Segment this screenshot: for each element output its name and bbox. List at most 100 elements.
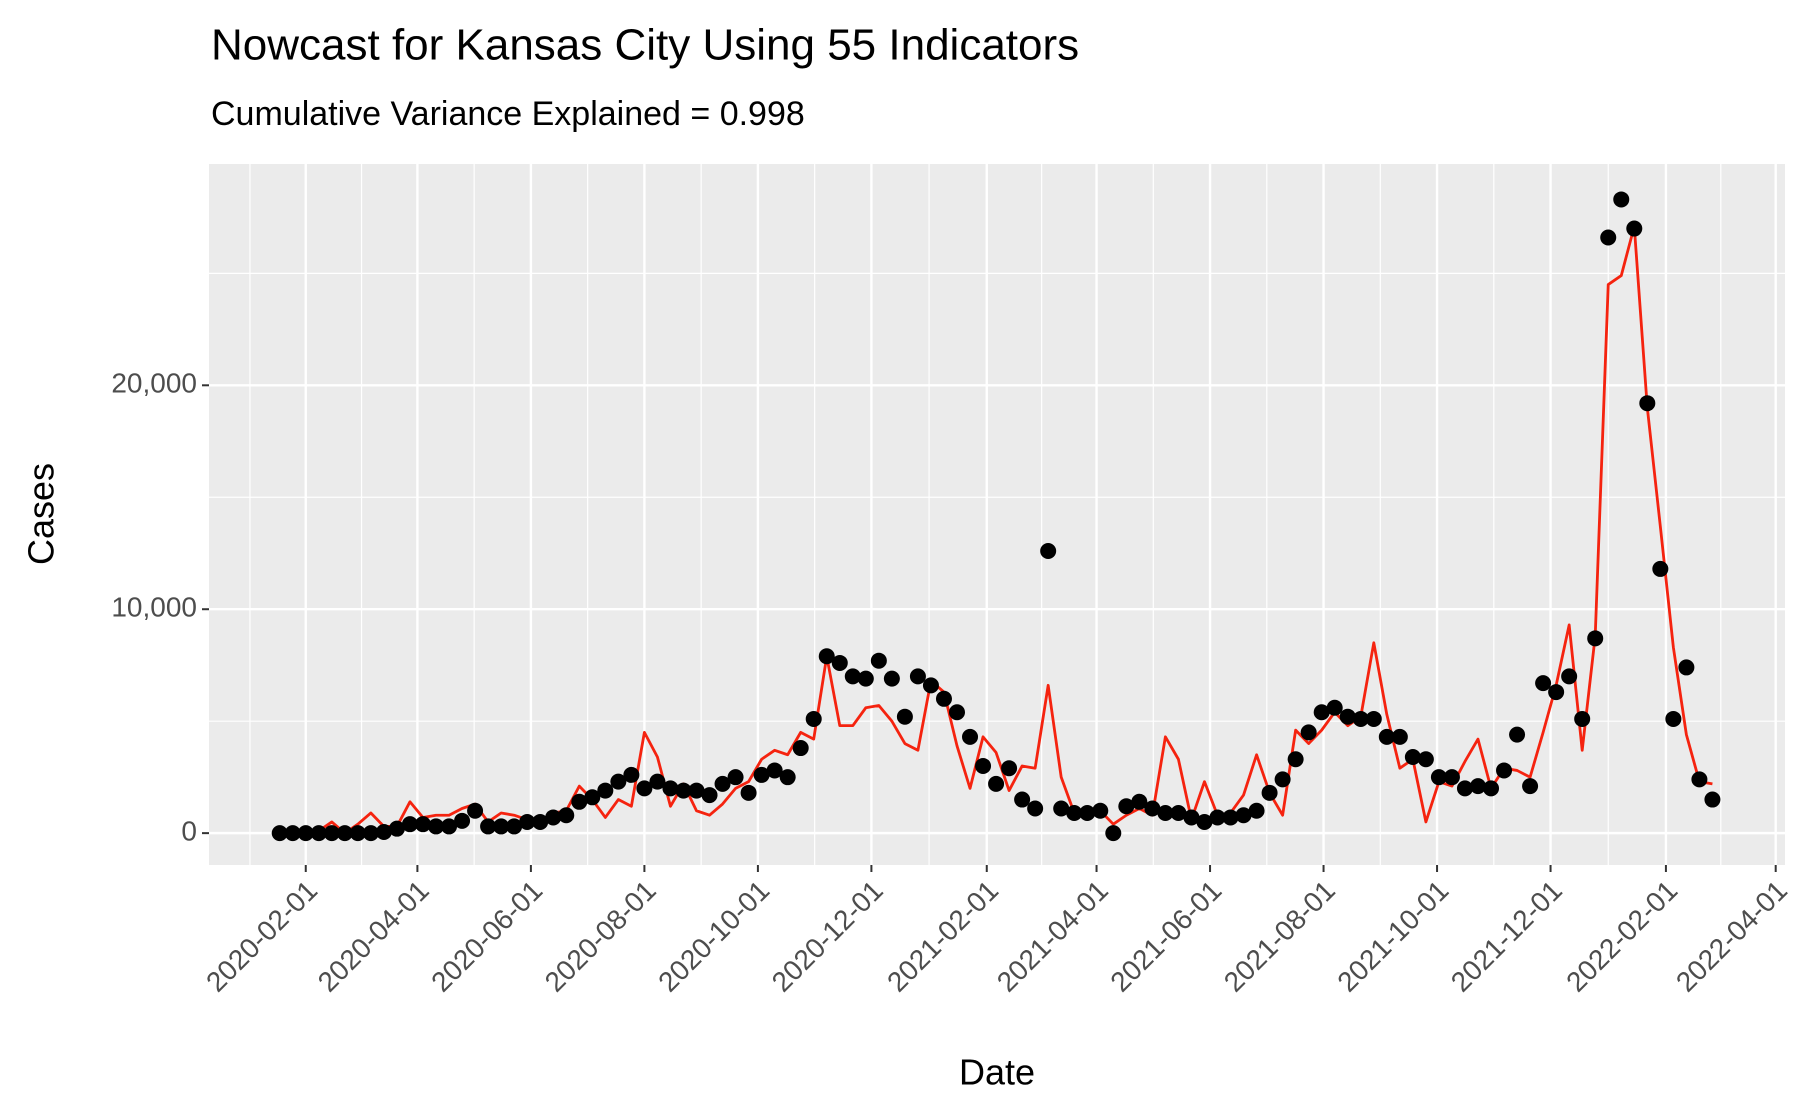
observed-point	[1313, 704, 1330, 721]
observed-point	[935, 690, 952, 707]
observed-point	[1561, 668, 1578, 685]
observed-point	[454, 812, 471, 829]
observed-point	[1456, 780, 1473, 797]
observed-point	[1326, 699, 1343, 716]
observed-point	[896, 708, 913, 725]
observed-point	[831, 654, 848, 671]
observed-point	[493, 818, 510, 835]
x-tick-label: 2021-06-01	[1104, 875, 1227, 998]
observed-point	[297, 825, 314, 842]
observed-point	[545, 809, 562, 826]
observed-point	[519, 813, 536, 830]
observed-point	[610, 773, 627, 790]
observed-point	[844, 668, 861, 685]
x-tick-label: 2020-06-01	[425, 875, 548, 998]
observed-point	[1079, 804, 1096, 821]
observed-point	[727, 769, 744, 786]
observed-point	[1496, 762, 1513, 779]
observed-point	[1430, 769, 1447, 786]
observed-point	[688, 782, 705, 799]
observed-point	[1678, 659, 1695, 676]
observed-point	[1066, 804, 1083, 821]
observed-point	[792, 740, 809, 757]
observed-point	[428, 818, 445, 835]
observed-point	[649, 773, 666, 790]
observed-point	[948, 704, 965, 721]
observed-point	[1287, 751, 1304, 768]
observed-point	[362, 825, 379, 842]
observed-point	[1548, 684, 1565, 701]
observed-point	[1105, 825, 1122, 842]
y-tick-label: 20,000	[111, 368, 197, 399]
observed-point	[1704, 791, 1721, 808]
nowcast-line	[279, 224, 1713, 835]
observed-point	[753, 766, 770, 783]
observed-point	[1157, 804, 1174, 821]
x-tick-label: 2020-12-01	[766, 875, 889, 998]
observed-point	[962, 728, 979, 745]
observed-point	[909, 668, 926, 685]
observed-point	[1261, 784, 1278, 801]
observed-point	[1469, 778, 1486, 795]
observed-point	[1535, 675, 1552, 692]
observed-point	[323, 825, 340, 842]
observed-point	[1118, 798, 1135, 815]
observed-point	[779, 769, 796, 786]
observed-point	[805, 710, 822, 727]
observed-point	[1144, 800, 1161, 817]
observed-point	[1170, 804, 1187, 821]
observed-point	[870, 652, 887, 669]
observed-point	[740, 784, 757, 801]
x-tick-label: 2020-08-01	[539, 875, 662, 998]
plot-panel	[209, 164, 1785, 865]
observed-point	[1574, 710, 1591, 727]
observed-point	[1339, 708, 1356, 725]
observed-point	[1443, 769, 1460, 786]
observed-point	[1626, 220, 1643, 237]
observed-point	[584, 789, 601, 806]
observed-point	[701, 787, 718, 804]
x-tick-label: 2020-04-01	[312, 875, 435, 998]
observed-point	[623, 766, 640, 783]
observed-point	[284, 825, 301, 842]
observed-point	[375, 824, 392, 841]
observed-point	[1092, 802, 1109, 819]
x-axis-label: Date	[959, 1052, 1035, 1093]
chart-title: Nowcast for Kansas City Using 55 Indicat…	[211, 21, 1079, 70]
observed-point	[1001, 760, 1018, 777]
observed-point	[1209, 809, 1226, 826]
observed-point	[336, 825, 353, 842]
observed-point	[1014, 791, 1031, 808]
observed-point	[1183, 809, 1200, 826]
observed-point	[1040, 542, 1057, 559]
observed-point	[975, 757, 992, 774]
x-tick-label: 2020-02-01	[200, 875, 323, 998]
observed-point	[1404, 749, 1421, 766]
observed-point	[558, 807, 575, 824]
observed-point	[1652, 560, 1669, 577]
observed-point	[1222, 809, 1239, 826]
observed-point	[441, 818, 458, 835]
observed-point	[414, 816, 431, 833]
observed-point	[1691, 771, 1708, 788]
x-tick-label: 2021-04-01	[991, 875, 1114, 998]
observed-point	[571, 793, 588, 810]
observed-point	[1248, 802, 1265, 819]
observed-point	[1300, 724, 1317, 741]
x-tick-label: 2022-02-01	[1560, 875, 1683, 998]
observed-point	[1053, 800, 1070, 817]
observed-point	[662, 780, 679, 797]
observed-point	[532, 813, 549, 830]
observed-point	[766, 762, 783, 779]
observed-point	[401, 816, 418, 833]
chart-subtitle: Cumulative Variance Explained = 0.998	[211, 95, 805, 133]
x-tick-label: 2021-02-01	[881, 875, 1004, 998]
y-axis-label: Cases	[21, 463, 62, 565]
observed-point	[1365, 710, 1382, 727]
observed-point	[271, 825, 288, 842]
observed-point	[1509, 726, 1526, 743]
observed-point	[506, 818, 523, 835]
observed-point	[480, 818, 497, 835]
observed-point	[597, 782, 614, 799]
